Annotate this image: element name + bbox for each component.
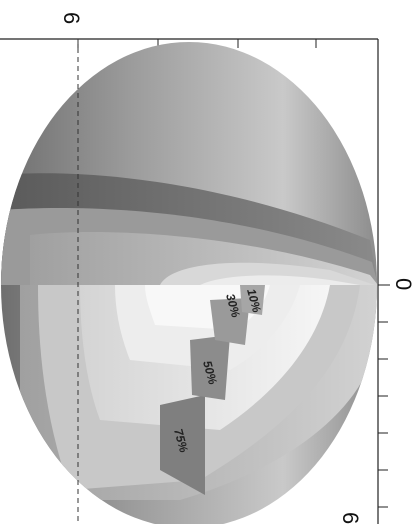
wedge-10 — [240, 285, 265, 315]
label-75-percent: 75% — [171, 427, 191, 454]
axis-frame — [0, 38, 390, 524]
right-axis-label-0: 0 — [391, 278, 416, 290]
inner-core-top — [200, 275, 360, 285]
right-axis-label-6: 6 — [338, 512, 363, 524]
wedge-30 — [210, 298, 250, 345]
label-50-percent: 50% — [200, 359, 220, 386]
label-10-percent: 10% — [244, 287, 264, 314]
top-axis-label-6: 6 — [59, 12, 84, 24]
wedge-50 — [190, 335, 230, 400]
wedge-75 — [160, 395, 205, 495]
label-30-percent: 30% — [223, 292, 243, 319]
